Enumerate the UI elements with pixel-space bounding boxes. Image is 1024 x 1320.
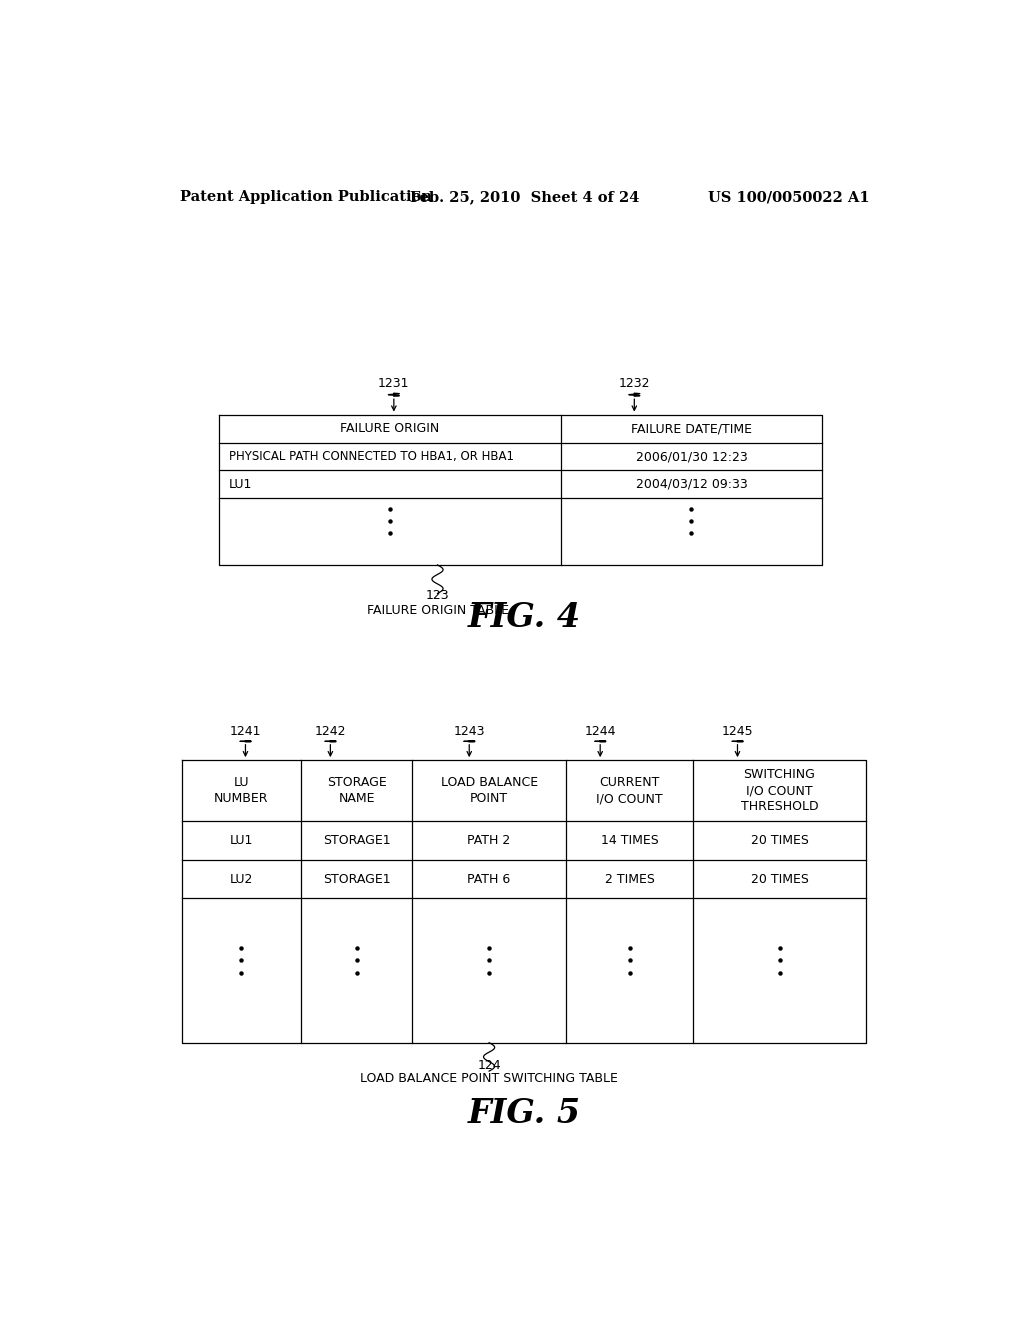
Text: FIG. 5: FIG. 5 <box>468 1097 582 1130</box>
Text: SWITCHING
I/O COUNT
THRESHOLD: SWITCHING I/O COUNT THRESHOLD <box>740 768 818 813</box>
Text: 1243: 1243 <box>454 725 485 738</box>
Text: 1241: 1241 <box>229 725 261 738</box>
Text: FAILURE ORIGIN TABLE: FAILURE ORIGIN TABLE <box>367 605 509 618</box>
Text: 2006/01/30 12:23: 2006/01/30 12:23 <box>636 450 748 463</box>
Text: LU
NUMBER: LU NUMBER <box>214 776 268 805</box>
Text: FAILURE ORIGIN: FAILURE ORIGIN <box>340 422 439 436</box>
Text: PATH 6: PATH 6 <box>468 873 511 886</box>
Text: FAILURE DATE/TIME: FAILURE DATE/TIME <box>631 422 752 436</box>
Text: Feb. 25, 2010  Sheet 4 of 24: Feb. 25, 2010 Sheet 4 of 24 <box>411 190 639 205</box>
Text: FIG. 4: FIG. 4 <box>468 602 582 635</box>
Text: STORAGE
NAME: STORAGE NAME <box>327 776 386 805</box>
Text: LOAD BALANCE
POINT: LOAD BALANCE POINT <box>440 776 538 805</box>
Text: STORAGE1: STORAGE1 <box>323 873 390 886</box>
Text: 1232: 1232 <box>618 378 650 391</box>
Text: 2 TIMES: 2 TIMES <box>604 873 654 886</box>
Text: LU1: LU1 <box>228 478 252 491</box>
Text: PATH 2: PATH 2 <box>468 834 511 847</box>
Text: PHYSICAL PATH CONNECTED TO HBA1, OR HBA1: PHYSICAL PATH CONNECTED TO HBA1, OR HBA1 <box>228 450 514 463</box>
Text: 1242: 1242 <box>314 725 346 738</box>
Text: 123: 123 <box>426 589 450 602</box>
Text: 2004/03/12 09:33: 2004/03/12 09:33 <box>636 478 748 491</box>
Text: 20 TIMES: 20 TIMES <box>751 873 809 886</box>
Text: CURRENT
I/O COUNT: CURRENT I/O COUNT <box>596 776 663 805</box>
Text: 1245: 1245 <box>722 725 754 738</box>
Text: STORAGE1: STORAGE1 <box>323 834 390 847</box>
Text: 14 TIMES: 14 TIMES <box>601 834 658 847</box>
Text: US 100/0050022 A1: US 100/0050022 A1 <box>709 190 870 205</box>
Text: 1231: 1231 <box>378 378 410 391</box>
Text: LOAD BALANCE POINT SWITCHING TABLE: LOAD BALANCE POINT SWITCHING TABLE <box>360 1072 618 1085</box>
Text: 1244: 1244 <box>585 725 616 738</box>
Text: Patent Application Publication: Patent Application Publication <box>179 190 431 205</box>
Text: LU1: LU1 <box>229 834 253 847</box>
Text: LU2: LU2 <box>229 873 253 886</box>
Text: 124: 124 <box>477 1059 501 1072</box>
Text: 20 TIMES: 20 TIMES <box>751 834 809 847</box>
